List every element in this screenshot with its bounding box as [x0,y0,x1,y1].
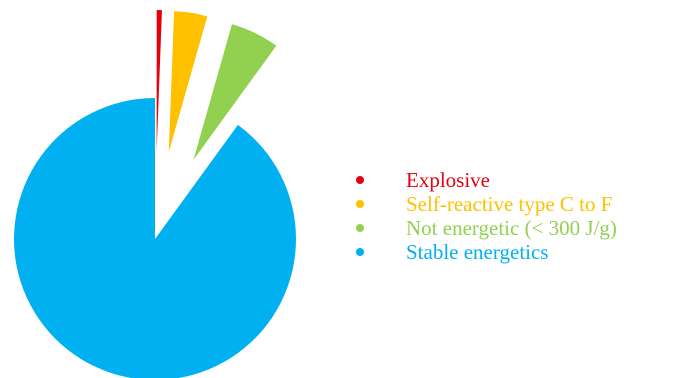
legend-label-self-reactive: Self-reactive type C to F [406,192,613,216]
pie-slice-explosive [156,10,162,152]
legend-marker-not-energetic [356,224,364,232]
pie-slices [14,10,296,378]
legend-label-stable-energetics: Stable energetics [406,240,549,264]
legend-marker-self-reactive [356,200,364,208]
legend-label-explosive: Explosive [406,168,490,192]
pie-slice-stable-energetics [14,98,296,378]
pie-slice-not-energetic-300-j-g [193,24,277,160]
legend-item-stable-energetics: Stable energetics [356,240,617,264]
legend: Explosive Self-reactive type C to F Not … [356,168,617,264]
legend-item-explosive: Explosive [356,168,617,192]
legend-item-not-energetic: Not energetic (< 300 J/g) [356,216,617,240]
legend-item-self-reactive: Self-reactive type C to F [356,192,617,216]
legend-label-not-energetic: Not energetic (< 300 J/g) [406,216,617,240]
pie-slice-self-reactive-type-c-to-f [168,11,208,153]
legend-marker-explosive [356,176,364,184]
legend-marker-stable-energetics [356,248,364,256]
